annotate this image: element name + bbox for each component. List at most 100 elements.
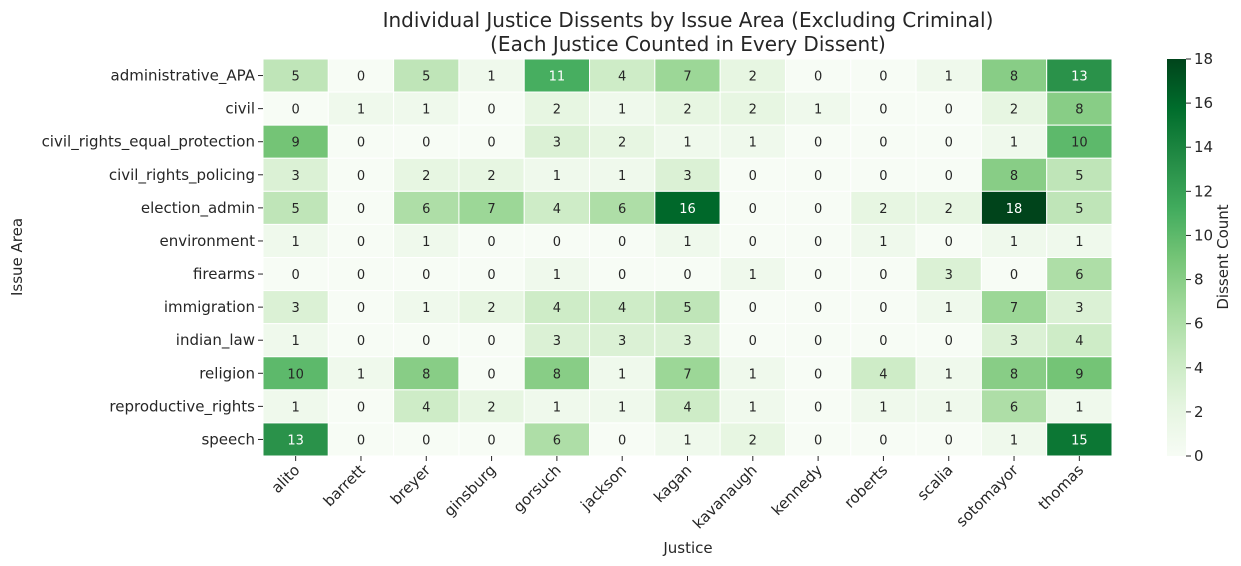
heatmap-cell (915, 356, 982, 391)
heatmap-cell-value: 0 (879, 268, 887, 283)
y-tick-label: election_admin (141, 199, 255, 218)
heatmap-cell (654, 157, 721, 192)
heatmap-cell (850, 223, 917, 259)
heatmap-cell (458, 91, 525, 126)
heatmap-cell (980, 356, 1048, 391)
colorbar-tick-label: 12 (1194, 182, 1213, 200)
heatmap-cell (327, 58, 395, 93)
heatmap-cell-value: 0 (814, 202, 822, 217)
heatmap-cell (523, 124, 591, 159)
x-tick-label: ginsburg (440, 461, 499, 520)
heatmap-cell-value: 1 (945, 301, 953, 316)
heatmap-cell (784, 389, 852, 424)
colorbar-tick-label: 14 (1194, 138, 1213, 156)
heatmap-cell (393, 190, 460, 225)
colorbar-tick-label: 6 (1194, 315, 1204, 333)
heatmap-cell-value: 1 (618, 367, 626, 382)
heatmap-cell-value: 0 (487, 433, 495, 448)
y-tick-label: civil_rights_policing (109, 166, 255, 185)
heatmap-cell-value: 1 (357, 103, 365, 118)
heatmap-cell-value: 1 (879, 400, 887, 415)
heatmap-cells (262, 58, 1113, 457)
heatmap-cell-value: 0 (422, 268, 430, 283)
heatmap-cell-value: 6 (1010, 400, 1018, 415)
heatmap-cell-value: 1 (945, 367, 953, 382)
heatmap-cell (980, 422, 1048, 457)
heatmap-cell (1046, 190, 1113, 225)
heatmap-cell (654, 257, 721, 292)
heatmap-cell (850, 58, 917, 93)
heatmap-cell-value: 6 (553, 433, 561, 448)
x-tick-label: scalia (914, 461, 957, 504)
heatmap-cell-value: 13 (287, 433, 304, 448)
heatmap-cell-value: 0 (945, 334, 953, 349)
heatmap-cell-value: 7 (683, 367, 691, 382)
heatmap-cell-value: 0 (357, 136, 365, 151)
heatmap-cell (523, 91, 591, 126)
heatmap-cell-value: 2 (749, 103, 757, 118)
colorbar-label: Dissent Count (1214, 204, 1232, 309)
heatmap-cell (915, 157, 982, 192)
heatmap-cell-value: 0 (292, 103, 300, 118)
heatmap-cell-value: 3 (683, 334, 691, 349)
heatmap-cell-value: 4 (422, 400, 430, 415)
heatmap-cell (850, 91, 917, 126)
heatmap-cell-value: 4 (553, 301, 561, 316)
heatmap-cell-value: 7 (1010, 301, 1018, 316)
heatmap-cell-value: 0 (749, 169, 757, 184)
heatmap-cell (393, 91, 460, 126)
heatmap-cell-value: 3 (945, 268, 953, 283)
heatmap-cell (980, 223, 1048, 259)
heatmap-cell (719, 58, 786, 93)
heatmap-cell (262, 257, 329, 292)
heatmap-cell-value: 0 (879, 136, 887, 151)
heatmap-cell-value: 10 (287, 367, 304, 382)
heatmap-cell-value: 0 (1010, 268, 1018, 283)
heatmap-cell-value: 0 (945, 235, 953, 250)
heatmap-cell-value: 1 (357, 367, 365, 382)
heatmap-cell (589, 290, 656, 325)
heatmap-cell (719, 91, 786, 126)
heatmap-cell (850, 157, 917, 192)
x-axis: alito barrett breyer ginsburg gorsuch jackson… (268, 456, 1087, 532)
heatmap-cell (719, 290, 786, 325)
heatmap-cell-value: 1 (945, 70, 953, 85)
heatmap-cell (262, 91, 329, 126)
heatmap-cell-value: 13 (1071, 70, 1088, 85)
heatmap-cell (458, 356, 525, 391)
heatmap-cell (523, 223, 591, 259)
heatmap-cell-value: 0 (814, 70, 822, 85)
y-tick-label: environment (159, 232, 255, 250)
heatmap-cell-value: 0 (618, 235, 626, 250)
heatmap-cell (719, 323, 786, 358)
x-axis-label: Justice (662, 539, 712, 557)
heatmap-cell-value: 1 (1010, 235, 1018, 250)
heatmap-cell (915, 323, 982, 358)
heatmap-cell (262, 157, 329, 192)
heatmap-cell (393, 124, 460, 159)
heatmap-cell (327, 389, 395, 424)
heatmap-cell-value: 5 (292, 70, 300, 85)
heatmap-cell (327, 190, 395, 225)
heatmap-cell-value: 1 (879, 235, 887, 250)
heatmap-cell-value: 0 (683, 268, 691, 283)
y-tick-label: civil_rights_equal_protection (42, 133, 255, 152)
heatmap-cell (589, 157, 656, 192)
heatmap-cell-value: 0 (422, 334, 430, 349)
x-tick-label: kagan (650, 461, 695, 506)
heatmap-cell (262, 58, 329, 93)
heatmap-cell-value: 1 (618, 169, 626, 184)
heatmap-cell-value: 4 (1075, 334, 1083, 349)
heatmap-cell-value: 0 (749, 235, 757, 250)
heatmap-cell-value: 0 (357, 433, 365, 448)
heatmap-cell-value: 3 (618, 334, 626, 349)
heatmap-cell-value: 0 (879, 301, 887, 316)
heatmap-cell (980, 323, 1048, 358)
heatmap-cell-value: 8 (1010, 367, 1018, 382)
chart-title-line-1: Individual Justice Dissents by Issue Are… (383, 8, 994, 32)
x-tick-label: sotomayor (953, 461, 1023, 531)
y-tick-label: reproductive_rights (109, 397, 255, 416)
x-tick-label: gorsuch (510, 461, 565, 516)
heatmap-cell-value: 0 (814, 367, 822, 382)
